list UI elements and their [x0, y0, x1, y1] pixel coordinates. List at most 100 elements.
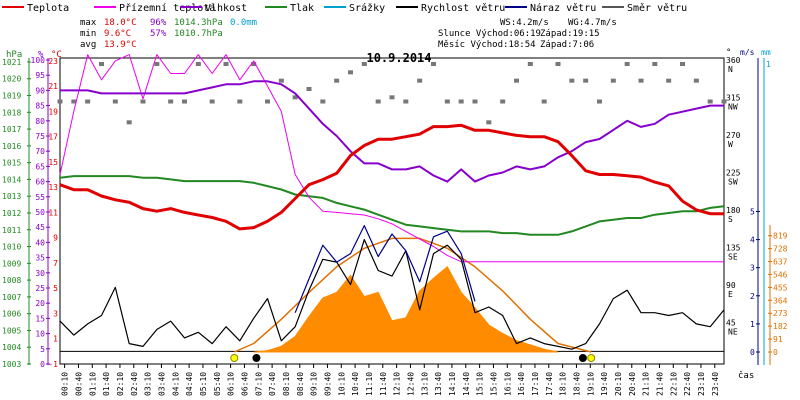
- temp-tick-label: 15: [48, 158, 58, 167]
- wind-direction-mark: [458, 99, 464, 104]
- hpa-tick-label: 1015: [2, 159, 21, 168]
- hpa-tick-label: 1006: [2, 310, 21, 319]
- wind-direction-mark: [389, 95, 395, 100]
- wind-direction-mark: [195, 62, 201, 66]
- x-tick-label: 07:10: [254, 372, 263, 396]
- dir-tick-name: SE: [728, 253, 738, 262]
- pct-tick-label: 0: [40, 360, 45, 369]
- stat-min-temp: 9.6°C: [104, 29, 131, 39]
- pressure-line: [59, 175, 725, 236]
- pct-tick-label: 60: [35, 178, 45, 187]
- stat-moonset: Západ:7:06: [540, 40, 594, 50]
- wind-direction-mark: [638, 78, 644, 83]
- hpa-tick-label: 1004: [2, 343, 21, 352]
- wind-gust-line: [294, 225, 476, 313]
- wind-direction-mark: [126, 120, 132, 125]
- temp-tick-label: 7: [53, 259, 58, 268]
- pct-tick-label: 35: [35, 254, 45, 263]
- wind-direction-mark: [583, 78, 589, 83]
- hpa-tick-label: 1008: [2, 276, 21, 285]
- temp-tick-label: -1: [48, 360, 58, 369]
- x-tick-label: 04:10: [171, 372, 180, 396]
- dir-tick-deg: 135: [726, 244, 741, 253]
- pct-tick-label: 15: [35, 314, 45, 323]
- dir-tick-name: E: [728, 290, 733, 299]
- dir-tick-name: N: [728, 65, 733, 74]
- pct-tick-label: 100: [31, 56, 46, 65]
- wind-direction-mark: [154, 62, 160, 66]
- x-tick-label: 05:10: [199, 372, 208, 396]
- x-tick-label: 06:10: [227, 372, 236, 396]
- hpa-tick-label: 1012: [2, 209, 21, 218]
- x-tick-label: 17:10: [531, 372, 540, 396]
- solar-tick-label: 0: [773, 348, 778, 357]
- legend-label-srazky: Srážky: [349, 2, 385, 14]
- hpa-tick-label: 1019: [2, 92, 21, 101]
- wind-direction-mark: [182, 99, 187, 104]
- hpa-tick-label: 1018: [2, 108, 21, 117]
- wind-direction-mark: [85, 99, 91, 104]
- stat-avg-temp: 13.9°C: [104, 40, 137, 50]
- rain-tick-label: 1: [766, 60, 771, 69]
- x-tick-label: 09:10: [310, 372, 319, 396]
- x-tick-label: 16:40: [517, 372, 526, 396]
- legend-label-rychlost-vetru: Rychlost větru: [421, 2, 505, 14]
- hpa-tick-label: 1010: [2, 243, 21, 252]
- wind-tick-label: 5: [750, 208, 755, 217]
- wind-direction-mark: [569, 78, 575, 83]
- x-tick-label: 00:10: [61, 372, 70, 396]
- legend: Teplota Přízemní teplota Vlhkost Tlak Sr…: [2, 2, 687, 14]
- wind-direction-mark: [707, 99, 713, 104]
- stat-min-hum: 57%: [150, 29, 167, 39]
- x-tick-label: 08:40: [296, 372, 305, 396]
- wind-direction-mark: [624, 62, 630, 66]
- x-tick-label: 14:40: [462, 372, 471, 396]
- chart-marks: 00:10 00:40 01:10 01:40 02:10 02:40 03:10 03:40…: [2, 54, 788, 396]
- stats-block: max 18.0°C 96% 1014.3hPa 0.0mm min 9.6°C…: [80, 18, 617, 50]
- x-tick-label: 06:40: [240, 372, 249, 396]
- x-tick-label: 23:40: [711, 372, 720, 396]
- stat-max-press: 1014.3hPa: [174, 18, 223, 28]
- x-tick-label: 22:10: [669, 372, 678, 396]
- dir-axis-label: °: [726, 48, 731, 58]
- x-tick-label: 20:10: [614, 372, 623, 396]
- temp-tick-label: 13: [48, 183, 58, 192]
- wind-direction-mark: [597, 99, 602, 104]
- stat-max-label: max: [80, 18, 97, 28]
- wind-speed-line: [59, 239, 725, 350]
- pct-tick-label: 10: [35, 330, 45, 339]
- x-tick-label: 19:40: [600, 372, 609, 396]
- wind-direction-mark: [237, 99, 243, 104]
- pct-tick-label: 50: [35, 208, 45, 217]
- x-tick-label: 09:40: [323, 372, 332, 396]
- dir-tick-deg: 180: [726, 206, 741, 215]
- hpa-tick-label: 1007: [2, 293, 21, 302]
- hpa-tick-label: 1014: [2, 175, 21, 184]
- dir-tick-name: NW: [728, 103, 738, 112]
- legend-label-teplota: Teplota: [27, 3, 69, 14]
- wind-direction-mark: [251, 62, 257, 66]
- temp-tick-label: 19: [48, 107, 58, 116]
- moon-marker: [252, 354, 261, 362]
- hpa-tick-label: 1016: [2, 142, 21, 151]
- wind-direction-mark: [652, 62, 658, 66]
- stat-avg-label: avg: [80, 40, 96, 50]
- x-tick-label: 22:40: [683, 372, 692, 396]
- dir-tick-deg: 45: [726, 319, 736, 328]
- stat-wind-gust: WG:4.7m/s: [568, 18, 617, 28]
- temp-tick-label: 9: [53, 234, 58, 243]
- pct-tick-label: 90: [35, 86, 45, 95]
- hpa-tick-label: 1020: [2, 75, 21, 84]
- temp-tick-label: 1: [53, 335, 58, 344]
- ground-temperature-line: [59, 54, 724, 263]
- wind-direction-mark: [444, 99, 450, 104]
- x-tick-label: 00:40: [74, 372, 83, 396]
- wind-direction-mark: [168, 99, 174, 104]
- hpa-axis-label: hPa: [6, 50, 22, 60]
- wind-direction-mark: [334, 78, 340, 83]
- pct-tick-label: 75: [35, 132, 45, 141]
- hpa-tick-label: 1011: [2, 226, 21, 235]
- pct-tick-label: 85: [35, 102, 45, 111]
- pct-tick-label: 55: [35, 193, 45, 202]
- legend-label-naraz-vetru: Náraz větru: [530, 2, 596, 14]
